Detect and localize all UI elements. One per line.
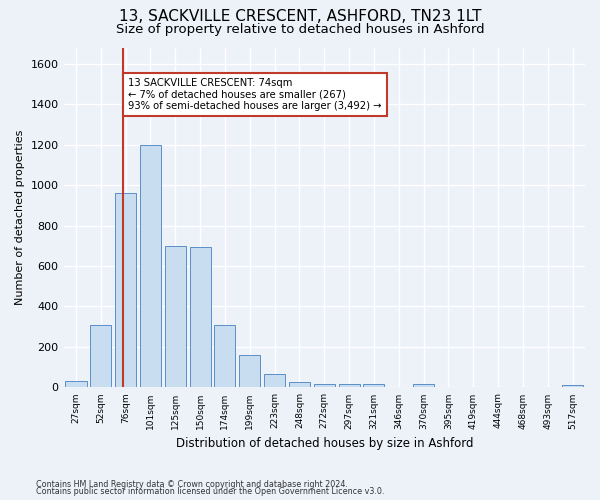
Bar [90,324,112,388]
Bar [140,144,161,388]
X-axis label: Distribution of detached houses by size in Ashford: Distribution of detached houses by size … [176,437,473,450]
Text: Contains HM Land Registry data © Crown copyright and database right 2024.: Contains HM Land Registry data © Crown c… [36,480,348,489]
Y-axis label: Number of detached properties: Number of detached properties [15,130,25,305]
Bar [289,382,310,388]
Bar [413,384,434,388]
Bar [562,386,583,388]
Text: 13 SACKVILLE CRESCENT: 74sqm
← 7% of detached houses are smaller (267)
93% of se: 13 SACKVILLE CRESCENT: 74sqm ← 7% of det… [128,78,382,111]
Text: Contains public sector information licensed under the Open Government Licence v3: Contains public sector information licen… [36,487,385,496]
Bar [364,384,385,388]
Bar [115,193,136,388]
Bar [314,384,335,388]
Bar [190,247,211,388]
Bar [239,356,260,388]
Text: 13, SACKVILLE CRESCENT, ASHFORD, TN23 1LT: 13, SACKVILLE CRESCENT, ASHFORD, TN23 1L… [119,9,481,24]
Bar [165,246,186,388]
Text: Size of property relative to detached houses in Ashford: Size of property relative to detached ho… [116,22,484,36]
Bar [214,324,235,388]
Bar [338,384,359,388]
Bar [65,382,86,388]
Bar [264,374,285,388]
